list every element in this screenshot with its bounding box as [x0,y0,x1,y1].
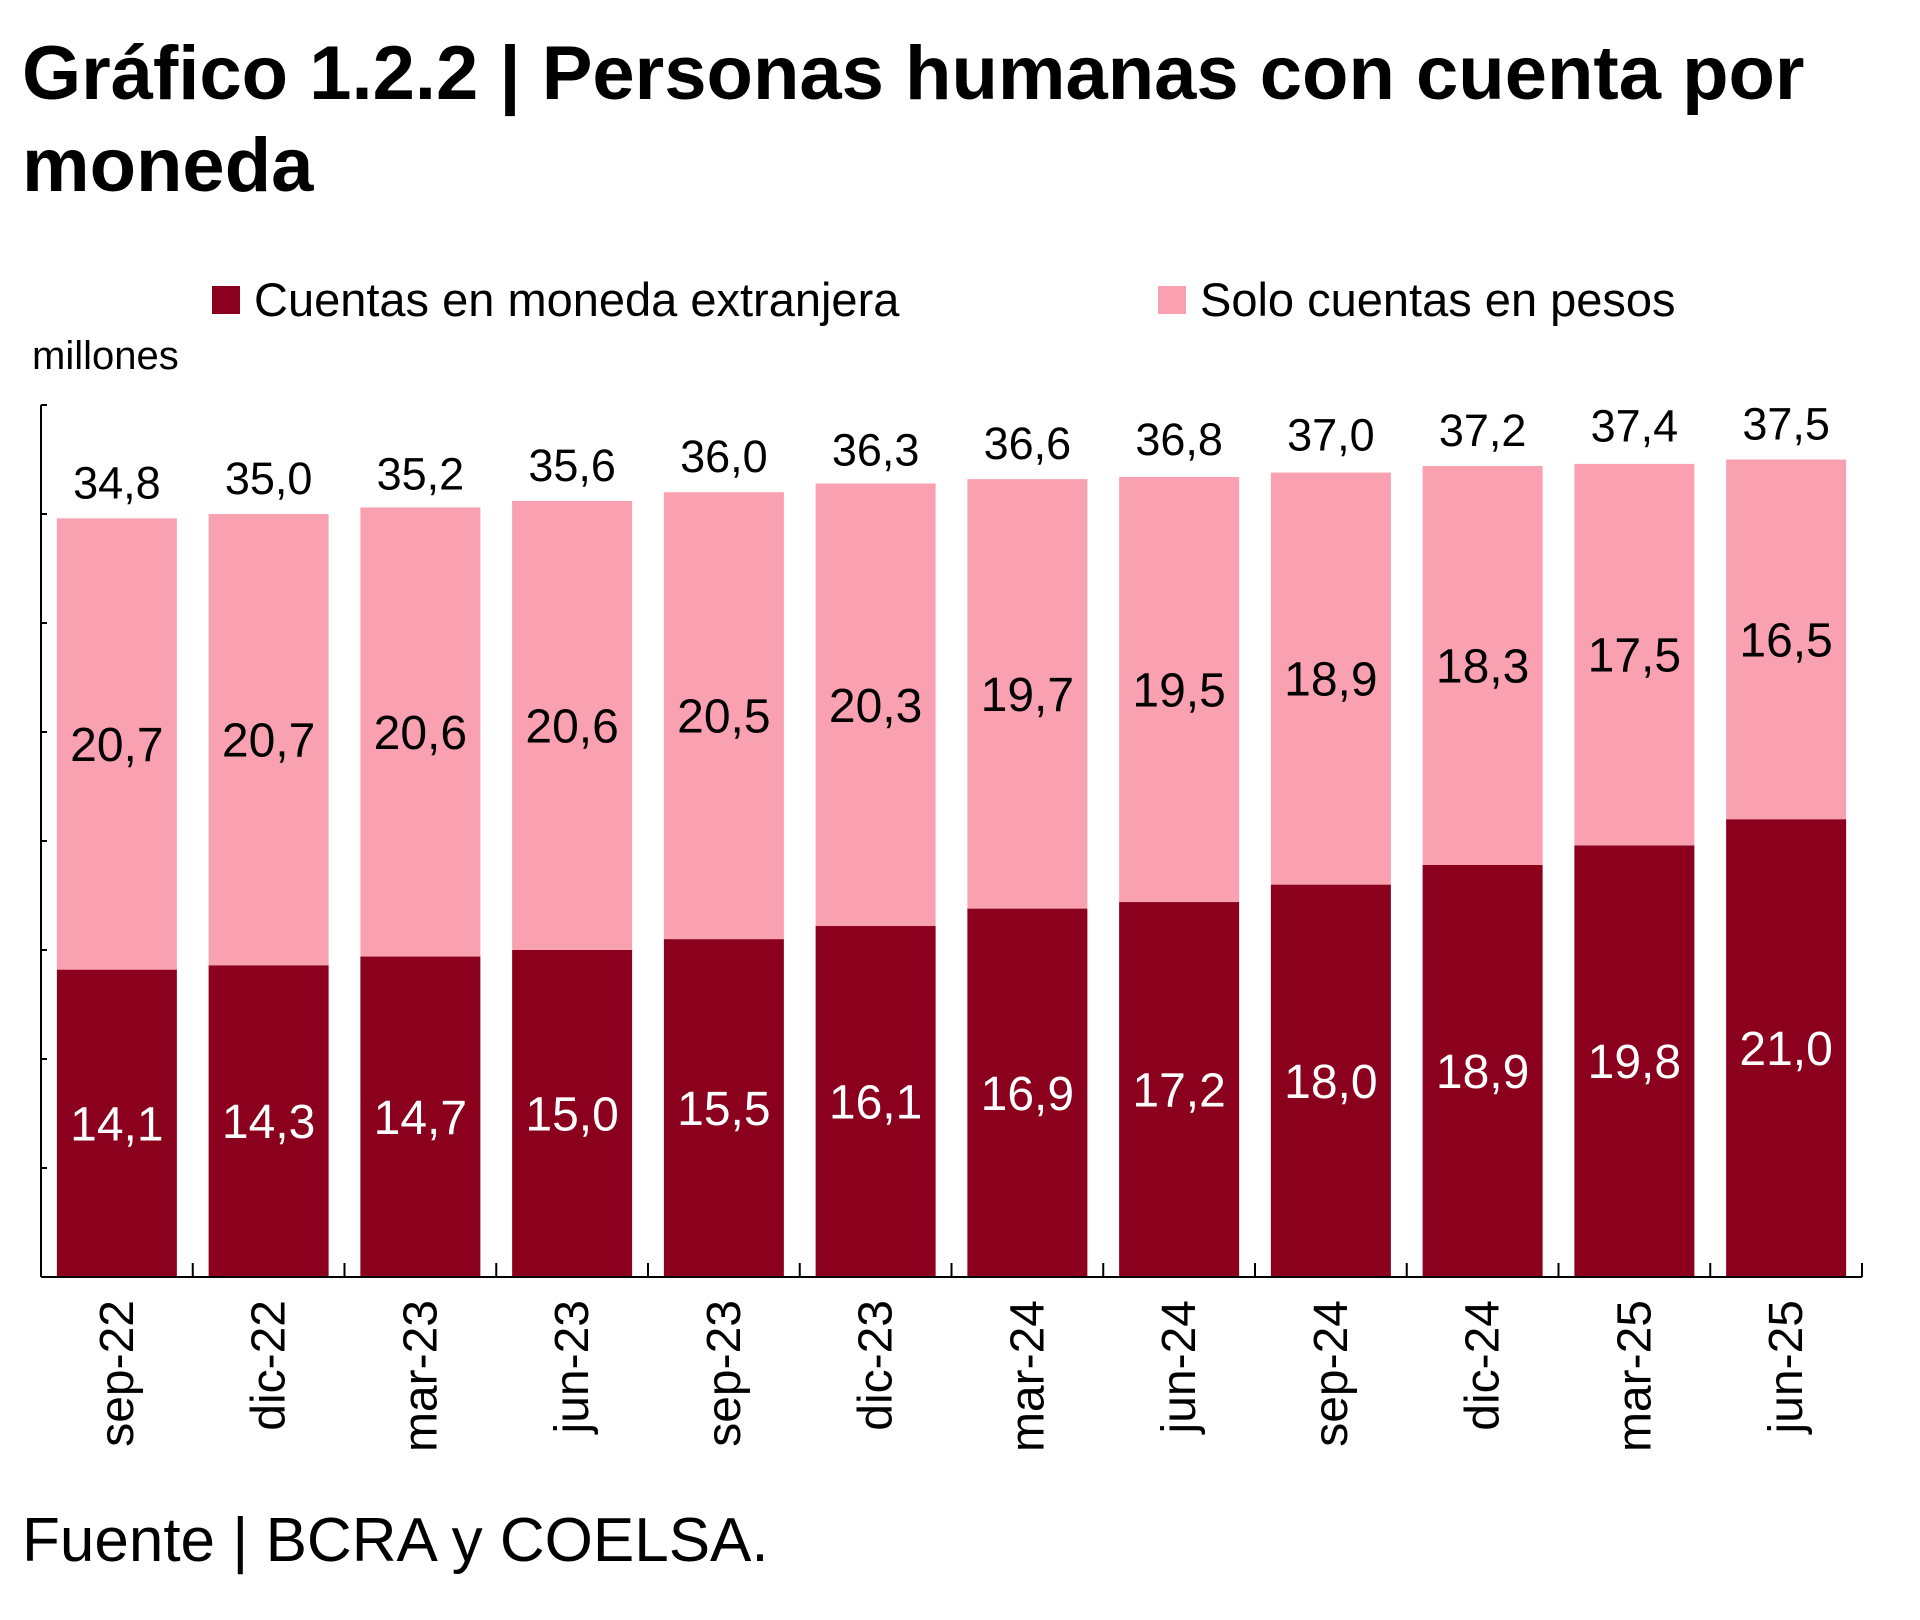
data-label: 20,7 [70,719,163,772]
total-label: 35,6 [528,440,616,491]
data-label: 18,0 [1284,1056,1377,1109]
bar-segment-pesos [1119,476,1240,903]
data-label: 20,6 [525,700,618,753]
x-tick-label: sep-24 [1305,1300,1358,1447]
data-label: 19,5 [1132,664,1225,717]
x-tick-label: dic-22 [243,1300,296,1431]
x-tick-label: jun-25 [1760,1300,1813,1435]
bar-segment-pesos [815,483,936,927]
total-label: 36,6 [984,418,1072,469]
total-label: 37,2 [1439,405,1527,456]
data-label: 17,2 [1132,1065,1225,1118]
total-label: 36,3 [832,425,920,476]
legend-swatch-foreign-currency [212,285,240,314]
data-label: 14,1 [70,1098,163,1151]
x-tick-label: sep-22 [91,1300,144,1447]
legend-label: Solo cuentas en pesos [1200,273,1676,326]
legend-swatch-pesos-only [1158,285,1186,314]
bar-segment-foreign [512,950,633,1277]
data-label: 16,5 [1739,614,1832,667]
x-tick-label: jun-23 [546,1300,599,1435]
bar-segment-pesos [56,518,177,970]
x-tick-label: mar-25 [1608,1300,1661,1452]
data-label: 20,3 [829,680,922,733]
x-tick-label: mar-23 [394,1300,447,1452]
source-note: Fuente | BCRA y COELSA. [22,1506,769,1575]
total-label: 34,8 [73,457,161,508]
total-label: 37,0 [1287,409,1375,460]
total-label: 35,2 [377,449,465,500]
x-tick-label: dic-24 [1457,1300,1510,1431]
data-label: 14,7 [374,1092,467,1145]
total-label: 36,0 [680,431,768,482]
data-label: 18,9 [1436,1046,1529,1099]
data-label: 21,0 [1739,1023,1832,1076]
data-label: 18,9 [1284,654,1377,707]
data-label: 20,6 [374,707,467,760]
bar-segment-foreign [1726,819,1847,1277]
data-label: 15,0 [525,1089,618,1142]
x-tick-label: dic-23 [850,1300,903,1431]
data-label: 14,3 [222,1096,315,1149]
legend-label: Cuentas en moneda extranjera [254,273,900,326]
total-label: 35,0 [225,453,313,504]
data-label: 19,8 [1588,1036,1681,1089]
bar-segment-pesos [967,479,1088,909]
data-label: 20,7 [222,715,315,768]
total-label: 37,5 [1742,399,1830,450]
legend-item-pesos-only: Solo cuentas en pesos [1158,272,1676,327]
bar-segment-foreign [1574,845,1695,1277]
data-label: 19,7 [981,669,1074,722]
total-label: 36,8 [1135,414,1223,465]
y-axis-unit-label: millones [32,334,179,378]
x-tick-label: mar-24 [1001,1300,1054,1452]
legend: Cuentas en moneda extranjera Solo cuenta… [0,272,1920,332]
data-label: 18,3 [1436,641,1529,694]
bar-segment-pesos [360,507,481,957]
bar-segment-foreign [360,956,481,1277]
bar-segment-foreign [1119,902,1240,1277]
bar-segment-foreign [1270,884,1391,1277]
bar-segment-pesos [663,492,784,940]
data-label: 16,9 [981,1068,1074,1121]
legend-item-foreign-currency: Cuentas en moneda extranjera [212,272,899,327]
bar-segment-foreign [208,965,329,1277]
bar-segment-pesos [208,514,329,966]
chart-title: Gráfico 1.2.2 | Personas humanas con cue… [22,31,1805,208]
bar-segment-foreign [663,939,784,1277]
data-label: 17,5 [1588,630,1681,683]
bar-segment-pesos [512,500,633,950]
x-tick-label: jun-24 [1153,1300,1206,1435]
bar-segment-pesos [1422,466,1543,865]
bar-segment-pesos [1574,463,1695,846]
bar-segment-pesos [1726,459,1847,820]
data-label: 20,5 [677,691,770,744]
total-label: 37,4 [1591,401,1679,452]
data-label: 16,1 [829,1077,922,1130]
data-label: 15,5 [677,1083,770,1136]
bar-segment-foreign [815,926,936,1277]
bar-segment-pesos [1270,472,1391,885]
bar-segment-foreign [967,908,1088,1277]
bar-segment-foreign [1422,864,1543,1277]
x-tick-label: sep-23 [698,1300,751,1447]
bar-segment-foreign [56,969,177,1277]
